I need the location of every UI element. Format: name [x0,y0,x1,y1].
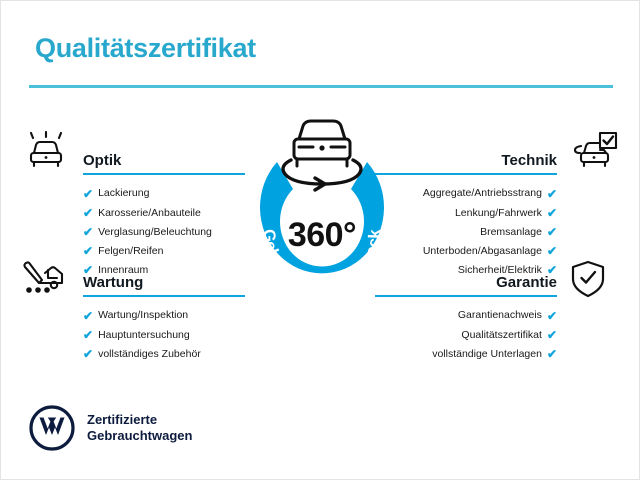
check-icon: ✔ [83,224,94,239]
list-item: Garantienachweis ✔ [375,306,557,325]
section-garantie-list: Garantienachweis ✔ Qualitätszertifikat ✔ v… [375,306,557,364]
check-icon: ✔ [546,263,557,278]
wrench-car-icon [21,259,67,299]
list-item-label: Sicherheit/Elektrik [457,264,542,277]
list-item-label: Innenraum [98,264,149,277]
section-technik-title: Technik [501,152,557,169]
list-item-label: Felgen/Reifen [98,244,164,257]
360-check-badge: Gebrauchtwagen-Check 360° [239,114,405,330]
section-optik-list: ✔ Lackierung ✔ Karosserie/Anbauteile ✔ Verg… [83,184,245,280]
check-icon: ✔ [546,308,557,323]
list-item: ✔ Hauptuntersuchung [83,325,245,344]
list-item: Bremsanlage ✔ [375,222,557,241]
list-item-label: vollständiges Zubehör [98,347,201,360]
list-item: ✔ Lackierung [83,184,245,203]
list-item: Sicherheit/Elektrik ✔ [375,261,557,280]
footer-text: Zertifizierte Gebrauchtwagen [87,412,192,445]
section-wartung: Wartung ✔ Wartung/Inspektion ✔ Hauptunters… [83,263,245,364]
check-icon: ✔ [83,346,94,361]
check-icon: ✔ [83,205,94,220]
list-item: ✔ Innenraum [83,261,245,280]
section-technik-divider [375,173,557,175]
list-item-label: Karosserie/Anbauteile [98,206,201,219]
vw-certified-lockup: Zertifizierte Gebrauchtwagen [29,405,192,451]
section-wartung-header: Wartung [83,263,245,297]
shield-check-icon [565,259,611,299]
check-icon: ✔ [83,308,94,323]
list-item: Qualitätszertifikat ✔ [375,325,557,344]
check-icon: ✔ [546,346,557,361]
check-icon: ✔ [83,186,94,201]
footer-line-1: Zertifizierte [87,411,158,427]
list-item: vollständige Unterlagen ✔ [375,344,557,363]
list-item: ✔ Felgen/Reifen [83,242,245,261]
list-item-label: Qualitätszertifikat [461,328,542,341]
badge-degrees: 360° [287,216,357,254]
car-checkbox-icon [573,131,619,171]
list-item-label: vollständige Unterlagen [432,347,542,360]
list-item-label: Bremsanlage [480,225,542,238]
check-icon: ✔ [83,263,94,278]
check-icon: ✔ [546,244,557,259]
list-item-label: Wartung/Inspektion [98,309,189,322]
check-icon: ✔ [546,224,557,239]
list-item: Unterboden/Abgasanlage ✔ [375,242,557,261]
list-item-label: Lenkung/Fahrwerk [454,206,542,219]
list-item-label: Unterboden/Abgasanlage [422,244,542,257]
footer-line-2: Gebrauchtwagen [87,428,193,443]
check-icon: ✔ [546,327,557,342]
list-item-label: Verglasung/Beleuchtung [98,225,212,238]
section-garantie-divider [375,295,557,297]
section-optik-divider [83,173,245,175]
check-icon: ✔ [546,205,557,220]
section-optik-title: Optik [83,152,122,169]
section-technik-header: Technik [375,141,557,175]
list-item: ✔ Wartung/Inspektion [83,306,245,325]
list-item: Aggregate/Antriebsstrang ✔ [375,184,557,203]
section-technik-list: Aggregate/Antriebsstrang ✔ Lenkung/Fahrwe… [375,184,557,280]
car-shine-icon [23,130,69,171]
car-rotation-icon [281,119,363,192]
title-divider [29,85,613,88]
list-item: ✔ vollständiges Zubehör [83,344,245,363]
section-optik: Optik ✔ Lackierung ✔ Karosserie/Anbauteile… [83,141,245,280]
section-wartung-divider [83,295,245,297]
section-wartung-list: ✔ Wartung/Inspektion ✔ Hauptuntersuchung ✔… [83,306,245,364]
check-icon: ✔ [546,186,557,201]
section-wartung-title: Wartung [83,274,144,291]
section-garantie: Garantie Garantienachweis ✔ Qualitätszert… [375,263,557,364]
section-technik: Technik Aggregate/Antriebsstrang ✔ Lenkun… [375,141,557,280]
list-item: ✔ Verglasung/Beleuchtung [83,222,245,241]
check-icon: ✔ [83,244,94,259]
list-item-label: Garantienachweis [457,309,542,322]
list-item-label: Hauptuntersuchung [98,328,190,341]
section-optik-header: Optik [83,141,245,175]
section-garantie-header: Garantie [375,263,557,297]
list-item-label: Aggregate/Antriebsstrang [422,187,542,200]
list-item: Lenkung/Fahrwerk ✔ [375,203,557,222]
page-title: Qualitätszertifikat [35,33,256,63]
badge-ring [260,162,384,274]
section-garantie-title: Garantie [496,274,557,291]
list-item-label: Lackierung [98,187,150,200]
vw-logo [29,405,75,451]
check-icon: ✔ [83,327,94,342]
list-item: ✔ Karosserie/Anbauteile [83,203,245,222]
